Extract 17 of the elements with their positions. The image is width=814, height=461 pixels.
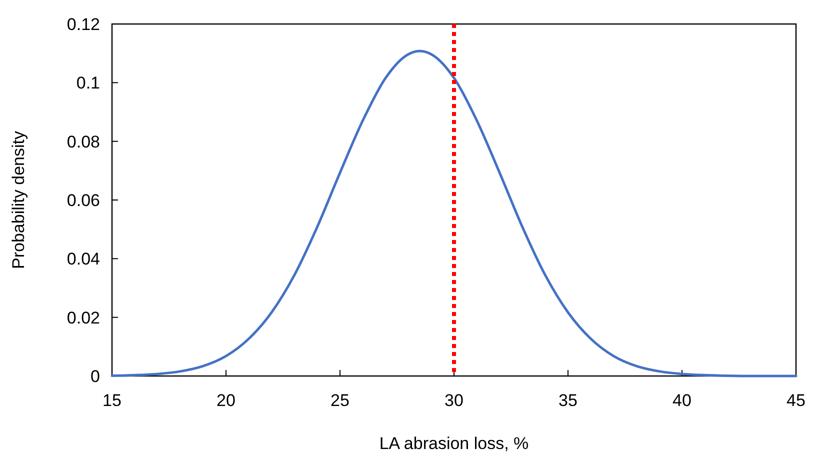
x-axis-title: LA abrasion loss, % (379, 434, 529, 453)
y-tick-label: 0.06 (66, 190, 100, 210)
x-tick-label: 25 (330, 391, 350, 410)
y-tick-label: 0.04 (66, 250, 100, 269)
x-tick-label: 40 (672, 391, 692, 410)
x-tick-label: 30 (444, 391, 464, 410)
y-tick-label: 0 (90, 366, 100, 386)
y-tick-label: 0.02 (66, 308, 100, 328)
y-tick-label: 0.12 (66, 14, 100, 34)
y-tick-label: 0.1 (76, 74, 100, 93)
line-series (110, 50, 798, 378)
x-tick-label: 15 (102, 391, 122, 410)
x-tick-label: 35 (558, 391, 578, 410)
x-tick-label: 20 (216, 391, 236, 410)
x-tick-label: 45 (786, 391, 806, 410)
y-tick-label: 0.08 (66, 132, 100, 152)
y-axis-title: Probability density (9, 130, 28, 269)
